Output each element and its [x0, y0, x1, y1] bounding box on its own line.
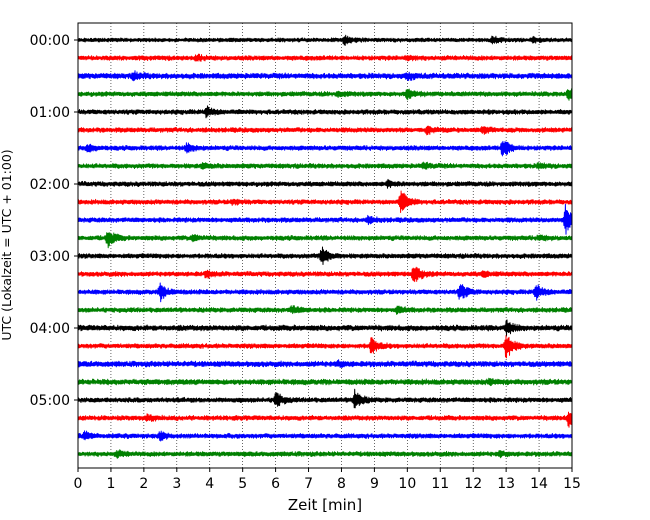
seismogram-trace [77, 88, 573, 101]
x-tick-label: 0 [74, 476, 83, 492]
x-tick-label: 9 [370, 476, 379, 492]
seismogram-trace [77, 319, 573, 337]
x-tick-label: 1 [106, 476, 115, 492]
x-tick-label: 14 [530, 476, 548, 492]
x-tick-label: 2 [139, 476, 148, 492]
y-axis-ticks: 00:00 01:00 02:00 03:00 04:00 05:00 [30, 33, 78, 409]
x-axis-label: Zeit [min] [288, 496, 362, 514]
x-tick-label: 13 [497, 476, 515, 492]
y-tick-label: 02:00 [30, 177, 70, 193]
y-tick-label: 04:00 [30, 321, 70, 337]
y-tick-label: 05:00 [30, 393, 70, 409]
seismogram-trace [77, 335, 573, 359]
seismogram-trace [77, 377, 573, 387]
seismogram-trace [77, 305, 573, 315]
x-tick-label: 7 [304, 476, 313, 492]
x-tick-label: 11 [431, 476, 449, 492]
seismogram-trace [77, 125, 573, 136]
x-tick-label: 15 [563, 476, 581, 492]
seismogram-trace [77, 282, 573, 303]
seismogram-trace [77, 53, 573, 62]
x-tick-label: 8 [337, 476, 346, 492]
seismogram-trace [77, 203, 573, 235]
seismogram-trace [77, 411, 573, 428]
x-tick-label: 12 [464, 476, 482, 492]
seismogram-trace [77, 449, 573, 459]
x-tick-label: 4 [205, 476, 214, 492]
seismogram-trace [77, 178, 573, 189]
seismogram-trace [77, 161, 573, 170]
seismogram-trace [77, 388, 573, 409]
x-tick-label: 6 [271, 476, 280, 492]
seismogram-trace [77, 232, 573, 249]
seismogram-trace [77, 430, 573, 442]
y-tick-label: 00:00 [30, 33, 70, 49]
y-axis-label: UTC (Lokalzeit = UTC + 01:00) [0, 149, 14, 340]
plot-frame [77, 22, 573, 469]
x-tick-label: 10 [398, 476, 416, 492]
seismogram-trace [77, 70, 573, 82]
x-gridlines [110, 23, 540, 468]
seismogram-trace [77, 190, 573, 213]
seismogram-trace [77, 246, 573, 265]
y-tick-label: 01:00 [30, 105, 70, 121]
x-tick-label: 5 [238, 476, 247, 492]
seismogram-trace [77, 105, 573, 119]
x-tick-label: 3 [172, 476, 181, 492]
seismogram-trace [77, 140, 573, 157]
y-tick-label: 03:00 [30, 249, 70, 265]
seismogram-trace [77, 34, 573, 46]
x-axis-ticks: 0 1 2 3 4 5 6 7 8 9 10 11 12 13 14 15 [74, 468, 581, 492]
seismogram-trace [77, 359, 573, 369]
seismogram-trace [77, 266, 573, 283]
seismogram-traces [77, 34, 573, 459]
